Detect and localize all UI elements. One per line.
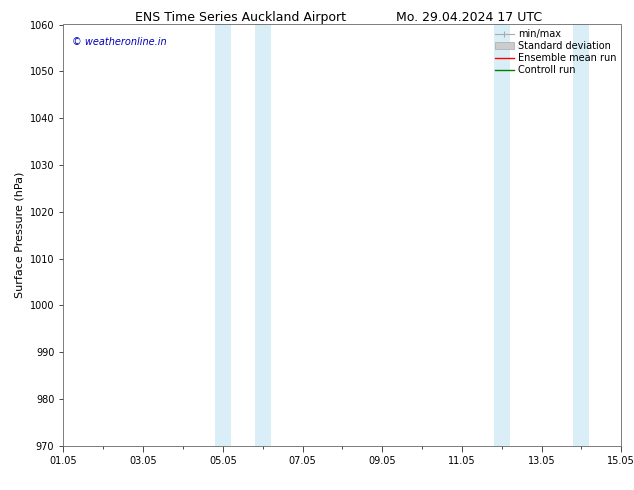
- Bar: [574, 24, 590, 446]
- Text: ENS Time Series Auckland Airport: ENS Time Series Auckland Airport: [136, 11, 346, 24]
- Bar: [215, 24, 231, 446]
- Text: © weatheronline.in: © weatheronline.in: [72, 37, 166, 47]
- Text: Mo. 29.04.2024 17 UTC: Mo. 29.04.2024 17 UTC: [396, 11, 542, 24]
- Y-axis label: Surface Pressure (hPa): Surface Pressure (hPa): [14, 172, 24, 298]
- Bar: [255, 24, 271, 446]
- Bar: [494, 24, 510, 446]
- Legend: min/max, Standard deviation, Ensemble mean run, Controll run: min/max, Standard deviation, Ensemble me…: [495, 29, 616, 75]
